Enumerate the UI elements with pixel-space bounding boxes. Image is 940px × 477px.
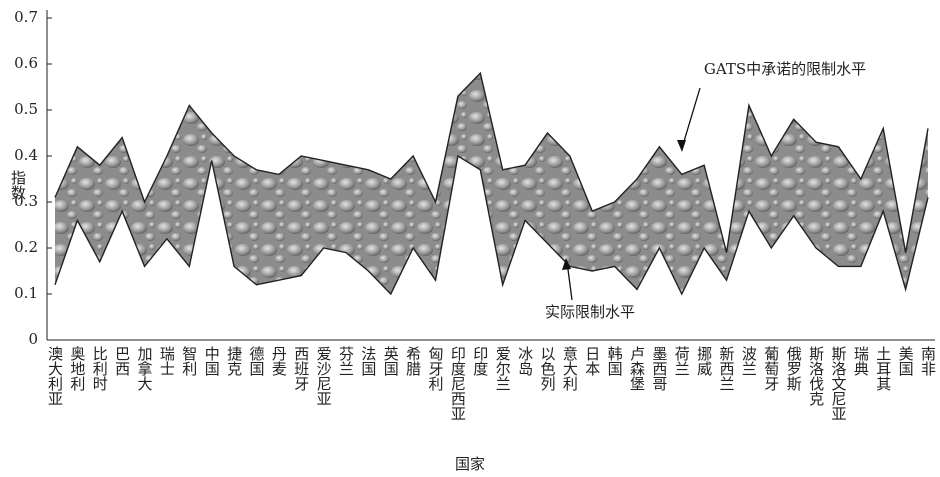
- annotation: GATS中承诺的限制水平: [704, 60, 866, 78]
- x-tick-label: 加拿大: [136, 346, 154, 391]
- x-tick-label: 土耳其: [874, 346, 892, 391]
- y-tick-label: 0.4: [14, 146, 38, 164]
- y-tick-label: 0: [28, 330, 38, 348]
- x-tick-label: 德国: [247, 345, 265, 376]
- x-tick-label: 斯洛文尼亚: [829, 346, 847, 421]
- x-tick-label: 奥地利: [68, 346, 86, 391]
- x-tick-label: 法国: [359, 346, 377, 376]
- x-tick-label: 爱沙尼亚: [315, 346, 333, 406]
- arrow-head: [677, 140, 686, 152]
- x-tick-label: 比利时: [91, 346, 109, 391]
- x-tick-label: 新西兰: [718, 346, 736, 391]
- x-tick-label: 智利: [180, 345, 198, 376]
- x-tick-label: 日本: [583, 346, 601, 376]
- x-tick-label: 芬兰: [337, 346, 355, 376]
- x-tick-label: 冰岛: [516, 346, 534, 376]
- y-tick-label: 0.5: [14, 100, 38, 118]
- series-line: [54, 154, 929, 296]
- x-tick-label: 西班牙: [292, 346, 310, 392]
- x-tick-label: 荷兰: [673, 346, 691, 376]
- x-tick-label: 以色列: [538, 346, 556, 392]
- x-tick-label: 葡萄牙: [762, 346, 780, 392]
- x-tick-label: 捷克: [225, 346, 243, 377]
- x-tick-label: 巴西: [113, 346, 131, 376]
- x-tick-label: 希腊: [404, 346, 422, 377]
- y-tick-label: 0.1: [14, 284, 38, 302]
- x-tick-label: 中国: [203, 346, 221, 376]
- x-tick-label: 瑞士: [158, 346, 176, 376]
- x-tick-label: 波兰: [740, 346, 758, 376]
- x-tick-label: 爱尔兰: [494, 346, 512, 391]
- x-tick-label: 匈牙利: [427, 346, 445, 391]
- y-tick-label: 0.3: [14, 192, 38, 210]
- y-axis-label: 指数: [9, 170, 27, 200]
- y-tick-label: 0.6: [14, 54, 38, 72]
- x-tick-label: 韩国: [606, 346, 624, 376]
- x-tick-label: 俄罗斯: [785, 346, 803, 392]
- x-tick-label: 挪威: [695, 346, 713, 377]
- x-tick-label: 南非: [919, 346, 937, 376]
- x-axis-label: 国家: [455, 455, 485, 473]
- y-tick-label: 0.2: [14, 238, 38, 256]
- arrow-head: [562, 258, 571, 270]
- x-tick-label: 澳大利亚: [46, 346, 64, 406]
- x-tick-label: 墨西哥: [650, 346, 668, 391]
- x-tick-label: 印度尼西亚: [449, 346, 467, 421]
- x-tick-label: 瑞典: [852, 346, 870, 376]
- x-tick-label: 美国: [897, 346, 915, 376]
- series-line: [54, 71, 929, 253]
- arrow: [681, 87, 701, 149]
- y-tick-label: 0.7: [14, 8, 38, 26]
- x-tick-label: 丹麦: [270, 346, 288, 376]
- band: [55, 73, 928, 294]
- x-tick-label: 意大利: [561, 345, 579, 391]
- x-tick-label: 英国: [382, 345, 400, 376]
- x-tick-label: 卢森堡: [628, 346, 646, 391]
- annotation: 实际限制水平: [545, 303, 635, 321]
- x-tick-label: 印度: [471, 346, 489, 376]
- x-tick-label: 斯洛伐克: [807, 346, 825, 407]
